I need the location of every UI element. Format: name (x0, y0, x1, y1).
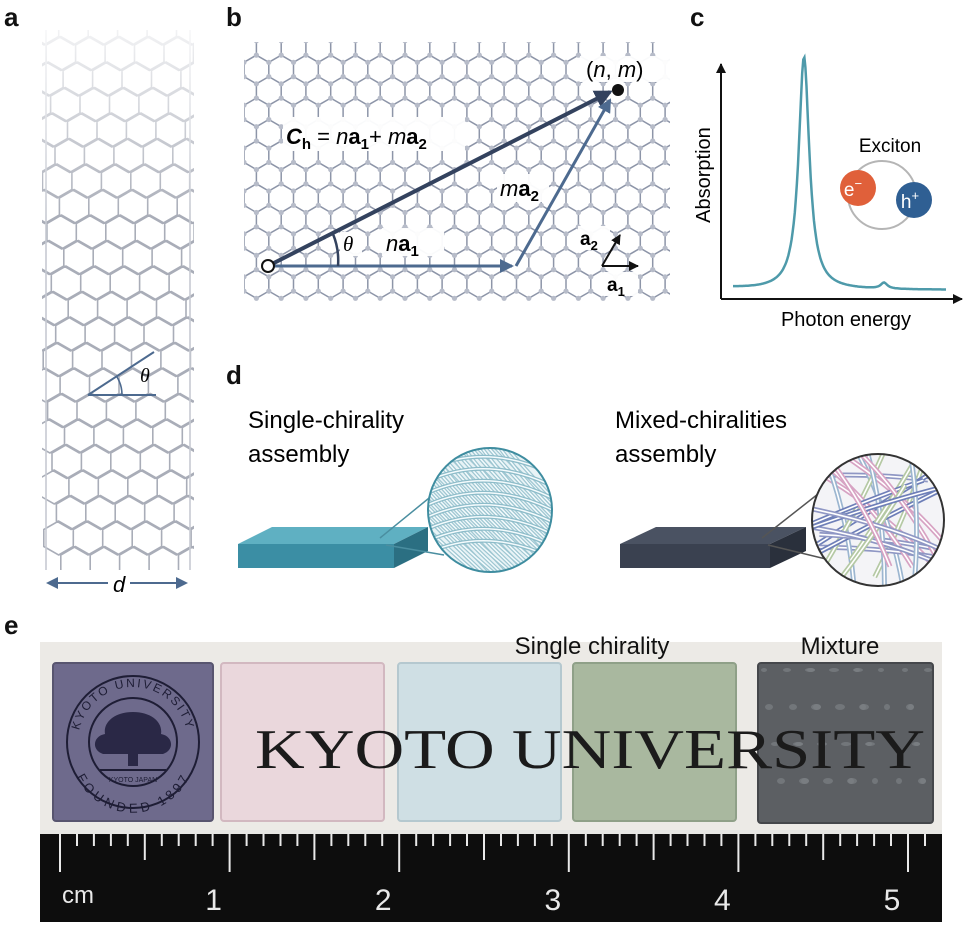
panel-label-a: a (4, 2, 19, 32)
hole-label: h+ (901, 188, 919, 213)
exciton-label: Exciton (859, 136, 921, 157)
ruler-number: 5 (884, 884, 901, 917)
endpoint-nm (612, 84, 624, 96)
graphene-lattice-diagram: (n, m) Ch = na1+ ma2 ma2 na1 θ a2 a1 (244, 42, 670, 301)
chiral-vector-arrow (267, 90, 613, 268)
mixed-chirality-block (620, 527, 806, 568)
ruler-unit-label: cm (62, 882, 94, 909)
ruler-number: 3 (544, 884, 561, 917)
mixed-assembly-label-line1: Mixed-chiralities (615, 407, 787, 434)
panel-label-c: c (690, 2, 704, 32)
seal-inner-text: KYOTO JAPAN (109, 777, 157, 784)
ruler-number: 2 (375, 884, 392, 917)
film-light-blue (397, 662, 562, 822)
electron-label: e− (844, 176, 862, 201)
a1-unit-label: a1 (607, 275, 625, 299)
ruler-number: 1 (205, 884, 222, 917)
a2-unit-label: a2 (580, 229, 598, 253)
mixed-chirality-zoom-circle (811, 453, 945, 587)
absorption-spectrum: Absorption Photon energy Exciton e− h+ (693, 53, 963, 331)
origin-point (261, 259, 275, 273)
absorption-curve (733, 53, 946, 291)
na1-label: na1 (386, 231, 419, 260)
theta-label-b: θ (343, 232, 353, 256)
single-chirality-label: Single chirality (515, 633, 670, 660)
theta-arc (331, 233, 340, 267)
a2-unit-arrow (601, 234, 621, 267)
panel-label-e: e (4, 610, 18, 640)
mixed-assembly-label-line2: assembly (615, 441, 716, 468)
single-chirality-block (238, 527, 428, 568)
film-photograph: Single chirality Mixture KYOTO UNIVERSIT… (40, 633, 942, 922)
chiral-angle-arc (116, 376, 123, 396)
x-axis-label: Photon energy (781, 309, 911, 331)
nm-point-label: (n, m) (586, 57, 643, 82)
chiral-angle-axis-line (87, 351, 155, 396)
panel-label-d: d (226, 360, 242, 390)
film-pink (220, 662, 385, 822)
film-green (572, 662, 737, 822)
theta-label-a: θ (140, 365, 150, 387)
nanotube-illustration: θ d (42, 30, 194, 597)
ruler-number: 4 (714, 884, 731, 917)
university-seal (66, 675, 200, 809)
panel-label-b: b (226, 2, 242, 32)
diameter-label: d (113, 572, 126, 597)
mixture-label: Mixture (801, 633, 880, 660)
printed-background-text: KYOTO UNIVERSITY (255, 719, 925, 781)
single-assembly-label-line2: assembly (248, 441, 349, 468)
ruler (40, 834, 942, 922)
ma2-arrow (514, 98, 612, 267)
single-assembly-label-line1: Single-chirality (248, 407, 404, 434)
electron-icon (840, 170, 876, 206)
y-axis-label: Absorption (693, 127, 715, 223)
ma2-label: ma2 (500, 176, 539, 205)
hole-icon (896, 182, 932, 218)
chiral-vector-equation: Ch = na1+ ma2 (286, 124, 427, 153)
assembly-diagram: Single-chirality assembly Mixed-chiralit… (238, 407, 945, 587)
